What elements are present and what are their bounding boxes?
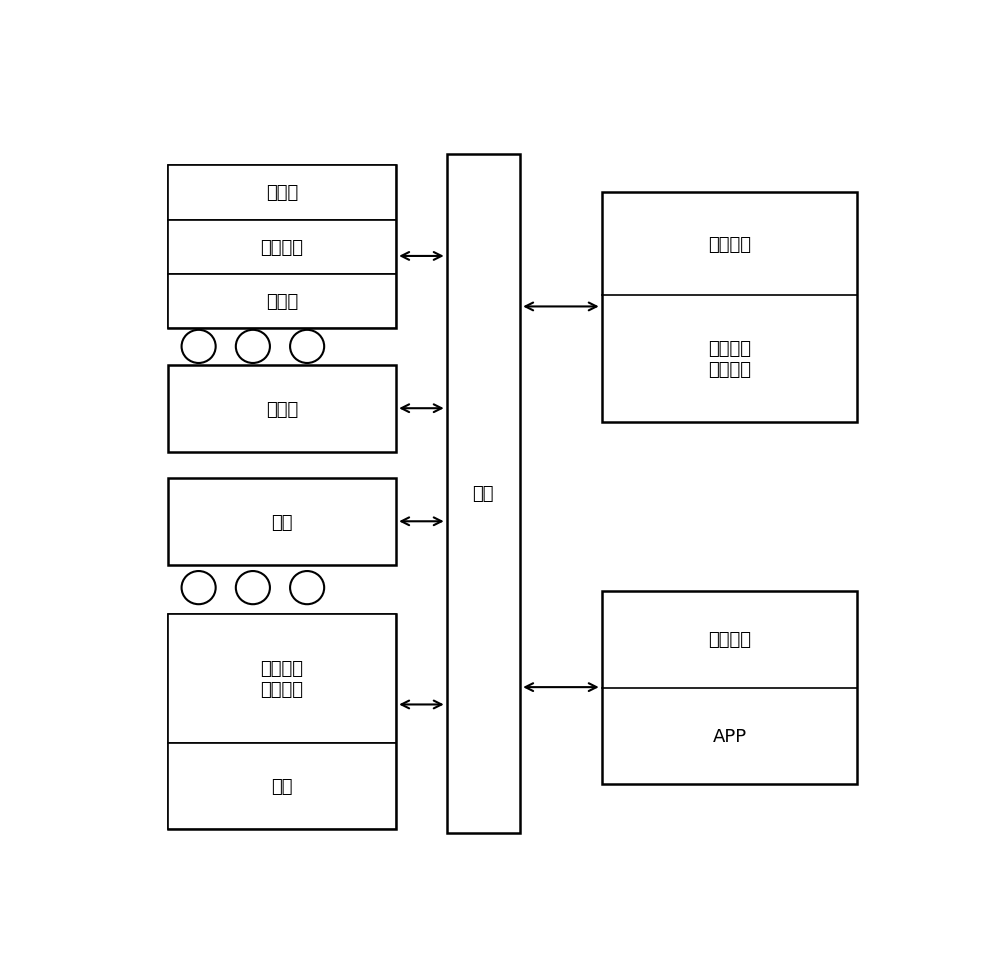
Text: 管理中心: 管理中心 [708, 236, 751, 253]
Bar [168, 166, 396, 220]
Bar [168, 614, 396, 743]
Text: 二级租赁
管理系统: 二级租赁 管理系统 [260, 659, 303, 698]
Bar [602, 193, 857, 422]
Bar [168, 166, 396, 329]
Bar [447, 155, 520, 833]
Bar [168, 479, 396, 565]
Bar [168, 614, 396, 829]
Text: 电子设备: 电子设备 [260, 239, 303, 256]
Bar [168, 743, 396, 829]
Bar [168, 274, 396, 329]
Bar [602, 592, 857, 783]
Text: 钢带箱: 钢带箱 [266, 400, 298, 419]
Text: APP: APP [712, 727, 747, 745]
Text: 移动终端: 移动终端 [708, 631, 751, 648]
Text: 仓库: 仓库 [271, 513, 293, 531]
Text: 云端: 云端 [472, 485, 494, 503]
Bar [168, 220, 396, 274]
Text: 智能锁: 智能锁 [266, 184, 298, 202]
Text: 仓库: 仓库 [271, 778, 293, 795]
Text: 钢带箱: 钢带箱 [266, 292, 298, 310]
Text: 一级租赁
管理系统: 一级租赁 管理系统 [708, 339, 751, 378]
Bar [168, 366, 396, 453]
